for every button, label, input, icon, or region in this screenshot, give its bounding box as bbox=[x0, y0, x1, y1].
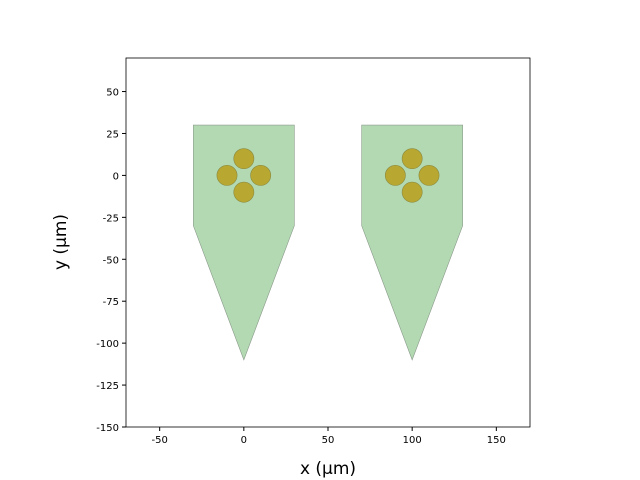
y-tick-label: -50 bbox=[103, 255, 119, 266]
contact bbox=[401, 148, 423, 170]
x-tick-label: 100 bbox=[403, 435, 422, 446]
x-axis-label: x (μm) bbox=[300, 459, 356, 479]
contact bbox=[216, 165, 238, 186]
y-tick-label: -25 bbox=[103, 213, 119, 224]
plot-frame bbox=[125, 57, 531, 428]
y-tick-label: -125 bbox=[96, 381, 119, 392]
y-tick-label: 50 bbox=[106, 88, 119, 99]
contact bbox=[401, 181, 423, 203]
x-tick-label: 0 bbox=[241, 435, 247, 446]
contact bbox=[418, 165, 440, 186]
shank-contour bbox=[193, 124, 295, 361]
y-tick-label: -100 bbox=[96, 339, 119, 350]
y-tick-label: 0 bbox=[113, 171, 119, 182]
y-tick-label: 25 bbox=[106, 129, 119, 140]
shank-contour bbox=[361, 124, 463, 361]
contact bbox=[250, 165, 272, 186]
y-tick-label: -150 bbox=[96, 423, 119, 434]
x-tick-label: -50 bbox=[151, 435, 167, 446]
y-tick-label: -75 bbox=[103, 297, 119, 308]
y-axis-label: y (μm) bbox=[51, 214, 71, 270]
contact bbox=[233, 181, 255, 203]
x-tick-label: 50 bbox=[322, 435, 335, 446]
x-tick-label: 150 bbox=[487, 435, 506, 446]
contact bbox=[233, 148, 255, 170]
contact bbox=[384, 165, 406, 186]
